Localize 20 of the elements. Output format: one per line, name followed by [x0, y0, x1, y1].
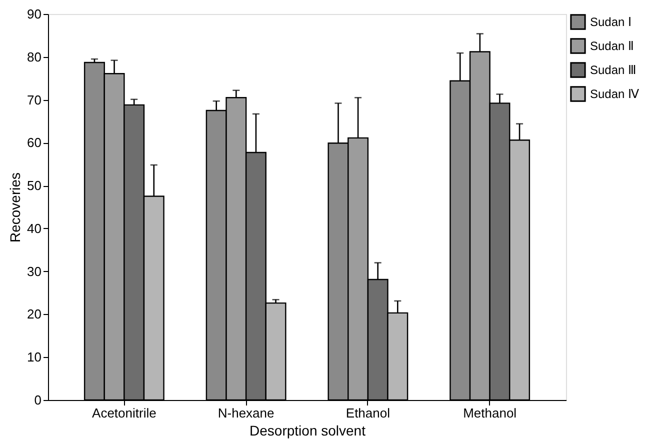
y-tick-label: 10	[27, 350, 42, 365]
x-axis-title: Desorption solvent	[250, 422, 366, 438]
x-tick-label: Acetonitrile	[92, 406, 156, 420]
x-tick-label: N-hexane	[218, 406, 274, 420]
x-tick-label: Methanol	[463, 406, 517, 420]
legend-label: Sudan Ⅳ	[590, 87, 640, 101]
y-tick-label: 20	[27, 306, 42, 322]
y-axis-title: Recoveries	[7, 172, 24, 243]
y-tick-label: 60	[27, 135, 42, 150]
y-tick-label: 0	[34, 392, 42, 408]
y-tick-label: 90	[27, 6, 42, 22]
legend-label: Sudan Ⅰ	[590, 15, 632, 29]
y-tick-label: 50	[27, 178, 42, 194]
x-tick-label: Ethanol	[346, 406, 390, 420]
y-tick-label: 70	[27, 92, 42, 108]
y-tick-label: 30	[27, 264, 42, 279]
y-tick-label: 40	[27, 220, 42, 236]
y-tick-label: 80	[27, 49, 42, 64]
legend-label: Sudan Ⅱ	[590, 39, 634, 53]
legend-label: Sudan Ⅲ	[590, 63, 636, 77]
